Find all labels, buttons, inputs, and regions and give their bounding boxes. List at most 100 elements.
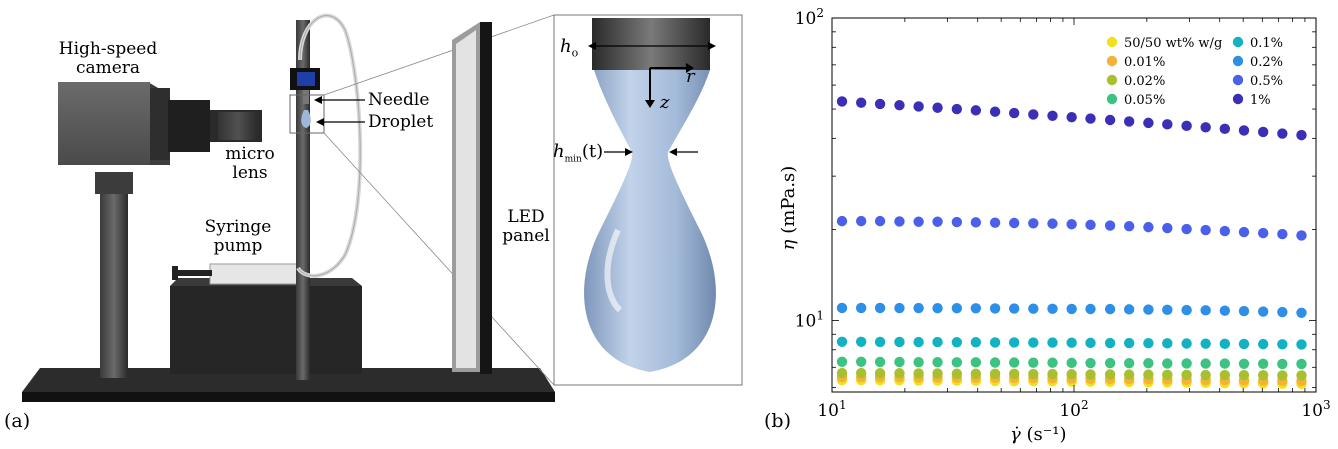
needle-label: Needle	[368, 90, 430, 110]
data-point	[951, 302, 963, 314]
lens-label: micro lens	[225, 144, 275, 183]
data-point	[1277, 339, 1288, 350]
high-speed-camera	[58, 82, 170, 165]
data-point	[1238, 358, 1250, 369]
data-point	[1066, 219, 1077, 230]
z-label: z	[660, 92, 670, 113]
setup-illustration	[22, 13, 743, 402]
camera-post	[100, 178, 128, 378]
legend-entry: 1%	[1250, 93, 1271, 108]
data-point	[989, 357, 1001, 368]
legend-marker	[1232, 74, 1244, 86]
data-point	[1181, 369, 1192, 381]
h0-label: ho	[560, 36, 579, 60]
data-point	[1143, 117, 1154, 129]
data-point	[913, 368, 924, 379]
data-point	[932, 302, 943, 314]
x-axis-label: γ̇ (s⁻¹)	[1010, 424, 1067, 445]
legend-entry: 50/50 wt% w/g	[1124, 36, 1222, 51]
data-point	[951, 337, 963, 348]
series-4	[836, 336, 1307, 350]
data-point	[1200, 338, 1211, 349]
legend-marker	[1106, 55, 1118, 67]
data-point	[894, 336, 905, 348]
data-point	[874, 215, 886, 227]
data-point	[951, 103, 963, 115]
data-point	[1047, 218, 1058, 229]
data-point	[836, 302, 848, 314]
data-point	[1296, 230, 1307, 241]
data-point	[1008, 368, 1020, 380]
data-point	[1277, 228, 1288, 240]
data-point	[1104, 357, 1116, 369]
data-point	[913, 101, 924, 112]
data-point	[1104, 114, 1116, 126]
data-point	[1257, 338, 1269, 350]
data-point	[1123, 304, 1135, 315]
data-point	[1047, 303, 1058, 314]
legend-entry: 0.5%	[1250, 74, 1283, 89]
data-point	[1296, 370, 1307, 381]
legend-entry: 0.2%	[1250, 55, 1283, 70]
legend-marker	[1106, 36, 1118, 48]
data-point	[1200, 369, 1211, 381]
data-point	[951, 368, 963, 379]
data-point	[932, 368, 943, 379]
data-point	[1181, 120, 1192, 132]
legend-entry: 0.05%	[1124, 93, 1165, 108]
data-point	[874, 98, 886, 110]
data-point	[1200, 122, 1211, 133]
data-point	[1219, 338, 1231, 350]
data-point	[836, 356, 848, 367]
data-point	[1162, 338, 1173, 349]
data-point	[1066, 357, 1077, 369]
data-point	[855, 356, 867, 367]
data-point	[1085, 369, 1096, 380]
data-point	[1162, 369, 1173, 381]
data-point	[1047, 368, 1058, 380]
data-point	[1238, 226, 1250, 238]
data-point	[1028, 337, 1039, 348]
data-point	[1181, 304, 1192, 316]
data-point	[989, 303, 1001, 314]
needle-holder	[290, 68, 320, 104]
data-point	[855, 302, 867, 314]
data-point	[1066, 369, 1077, 380]
data-point	[1238, 370, 1250, 381]
data-point	[1085, 303, 1096, 315]
data-point	[1296, 358, 1307, 370]
data-point	[855, 97, 867, 108]
data-point	[1143, 369, 1154, 380]
panel-a-tag: (a)	[4, 410, 31, 432]
data-point	[1008, 217, 1020, 229]
data-point	[1219, 358, 1231, 369]
data-point	[1277, 370, 1288, 381]
data-point	[1219, 369, 1231, 381]
series-6	[836, 215, 1307, 241]
data-point	[932, 102, 943, 113]
legend-marker	[1232, 55, 1244, 67]
data-point	[1028, 303, 1039, 314]
data-point	[874, 356, 886, 368]
data-point	[1143, 337, 1154, 349]
data-point	[874, 302, 886, 314]
data-point	[894, 356, 905, 368]
data-point	[932, 216, 943, 227]
data-point	[1085, 219, 1096, 231]
data-point	[1162, 119, 1173, 130]
data-point	[1104, 220, 1116, 231]
data-point	[1123, 337, 1135, 349]
data-point	[932, 336, 943, 348]
data-point	[874, 368, 886, 379]
data-point	[836, 367, 848, 379]
data-point	[894, 99, 905, 111]
legend-entry: 0.1%	[1250, 36, 1283, 51]
inset-droplet	[584, 70, 716, 372]
data-point	[855, 367, 867, 379]
data-point	[1047, 337, 1058, 348]
data-point	[1028, 218, 1039, 229]
droplet-inset	[553, 14, 743, 386]
y-tick-label: 101	[795, 308, 824, 331]
data-point	[1277, 128, 1288, 139]
data-point	[1123, 369, 1135, 380]
